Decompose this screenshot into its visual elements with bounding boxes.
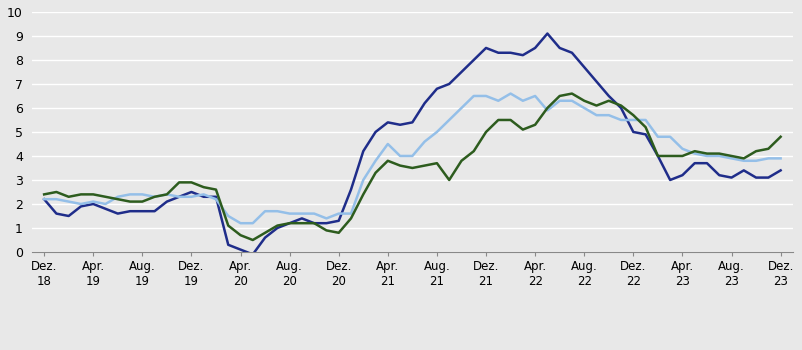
Inflationsrate xyxy=(542,32,552,36)
Dienstleistungsinflationsrate (ohne Wohnkosten) xyxy=(186,180,196,184)
Dienstleistungsinflationsrate (ohne Wohnkosten) xyxy=(566,91,576,96)
Dienstleistungsinflationsrate (ohne Wohnkosten) xyxy=(309,221,318,225)
Kerninflationsrate xyxy=(775,156,784,161)
Kerninflationsrate xyxy=(39,197,49,201)
Kerninflationsrate xyxy=(309,211,318,216)
Kerninflationsrate xyxy=(236,221,245,225)
Kerninflationsrate xyxy=(444,118,453,122)
Dienstleistungsinflationsrate (ohne Wohnkosten) xyxy=(211,188,221,192)
Inflationsrate xyxy=(775,168,784,173)
Inflationsrate xyxy=(248,252,257,257)
Kerninflationsrate xyxy=(186,195,196,199)
Kerninflationsrate xyxy=(701,154,711,158)
Inflationsrate xyxy=(444,82,453,86)
Inflationsrate xyxy=(701,161,711,165)
Dienstleistungsinflationsrate (ohne Wohnkosten) xyxy=(701,152,711,156)
Inflationsrate xyxy=(39,197,49,201)
Dienstleistungsinflationsrate (ohne Wohnkosten) xyxy=(248,238,257,242)
Line: Kerninflationsrate: Kerninflationsrate xyxy=(44,93,780,223)
Line: Dienstleistungsinflationsrate (ohne Wohnkosten): Dienstleistungsinflationsrate (ohne Wohn… xyxy=(44,93,780,240)
Inflationsrate xyxy=(186,190,196,194)
Dienstleistungsinflationsrate (ohne Wohnkosten) xyxy=(39,192,49,196)
Dienstleistungsinflationsrate (ohne Wohnkosten) xyxy=(444,178,453,182)
Dienstleistungsinflationsrate (ohne Wohnkosten) xyxy=(493,118,503,122)
Dienstleistungsinflationsrate (ohne Wohnkosten) xyxy=(775,135,784,139)
Inflationsrate xyxy=(493,51,503,55)
Line: Inflationsrate: Inflationsrate xyxy=(44,34,780,254)
Inflationsrate xyxy=(211,195,221,199)
Inflationsrate xyxy=(309,221,318,225)
Kerninflationsrate xyxy=(211,197,221,201)
Kerninflationsrate xyxy=(505,91,515,96)
Kerninflationsrate xyxy=(493,99,503,103)
